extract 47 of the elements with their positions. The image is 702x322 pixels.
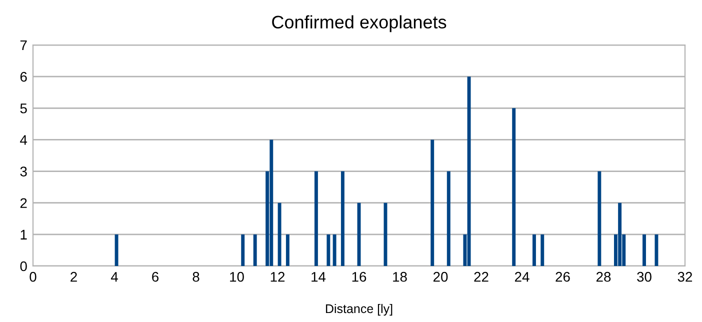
x-tick-label: 6 [152, 272, 158, 282]
bar [532, 234, 536, 266]
y-tick-label: 4 [20, 135, 28, 145]
bar [598, 171, 602, 266]
x-tick-label: 16 [352, 272, 366, 282]
chart-title: Confirmed exoplanets [272, 15, 446, 32]
y-tick-label: 1 [20, 230, 27, 240]
x-tick-label: 22 [474, 272, 488, 282]
x-tick-label: 28 [596, 272, 611, 282]
bar [278, 202, 282, 266]
y-tick-label: 6 [20, 72, 27, 82]
bar [314, 171, 318, 266]
x-tick-label: 12 [270, 272, 285, 282]
x-tick-label: 10 [230, 272, 244, 282]
x-axis-title: Distance [ly] [326, 304, 392, 316]
x-tick-label: 4 [110, 272, 118, 282]
x-tick-label: 26 [556, 272, 570, 282]
bar [286, 234, 290, 266]
y-tick-label: 0 [20, 261, 27, 272]
bar [270, 140, 274, 266]
x-tick-label: 18 [393, 272, 407, 282]
bar [340, 171, 344, 266]
x-tick-label: 30 [637, 272, 652, 282]
y-tick-label: 5 [20, 104, 27, 114]
y-tick-label: 3 [20, 166, 27, 176]
bar [114, 234, 118, 266]
x-tick-label: 32 [678, 272, 692, 282]
x-tick-label: 24 [514, 272, 530, 282]
bar [654, 234, 658, 266]
bar [446, 171, 450, 266]
bar [642, 234, 646, 266]
bar [430, 140, 434, 266]
x-tick-label: 0 [30, 272, 36, 282]
x-tick-label: 2 [70, 272, 77, 282]
x-tick-label: 8 [192, 272, 200, 282]
bar [332, 234, 336, 266]
y-tick-label: 7 [20, 40, 27, 50]
bar [540, 234, 544, 266]
bar [512, 108, 516, 266]
bar [467, 76, 471, 266]
bar [326, 234, 330, 266]
bar [618, 202, 622, 266]
bar [241, 234, 245, 266]
bar [253, 234, 257, 266]
y-tick-label: 2 [20, 198, 27, 208]
x-tick-label: 14 [312, 272, 326, 282]
x-tick-label: 20 [433, 272, 448, 282]
